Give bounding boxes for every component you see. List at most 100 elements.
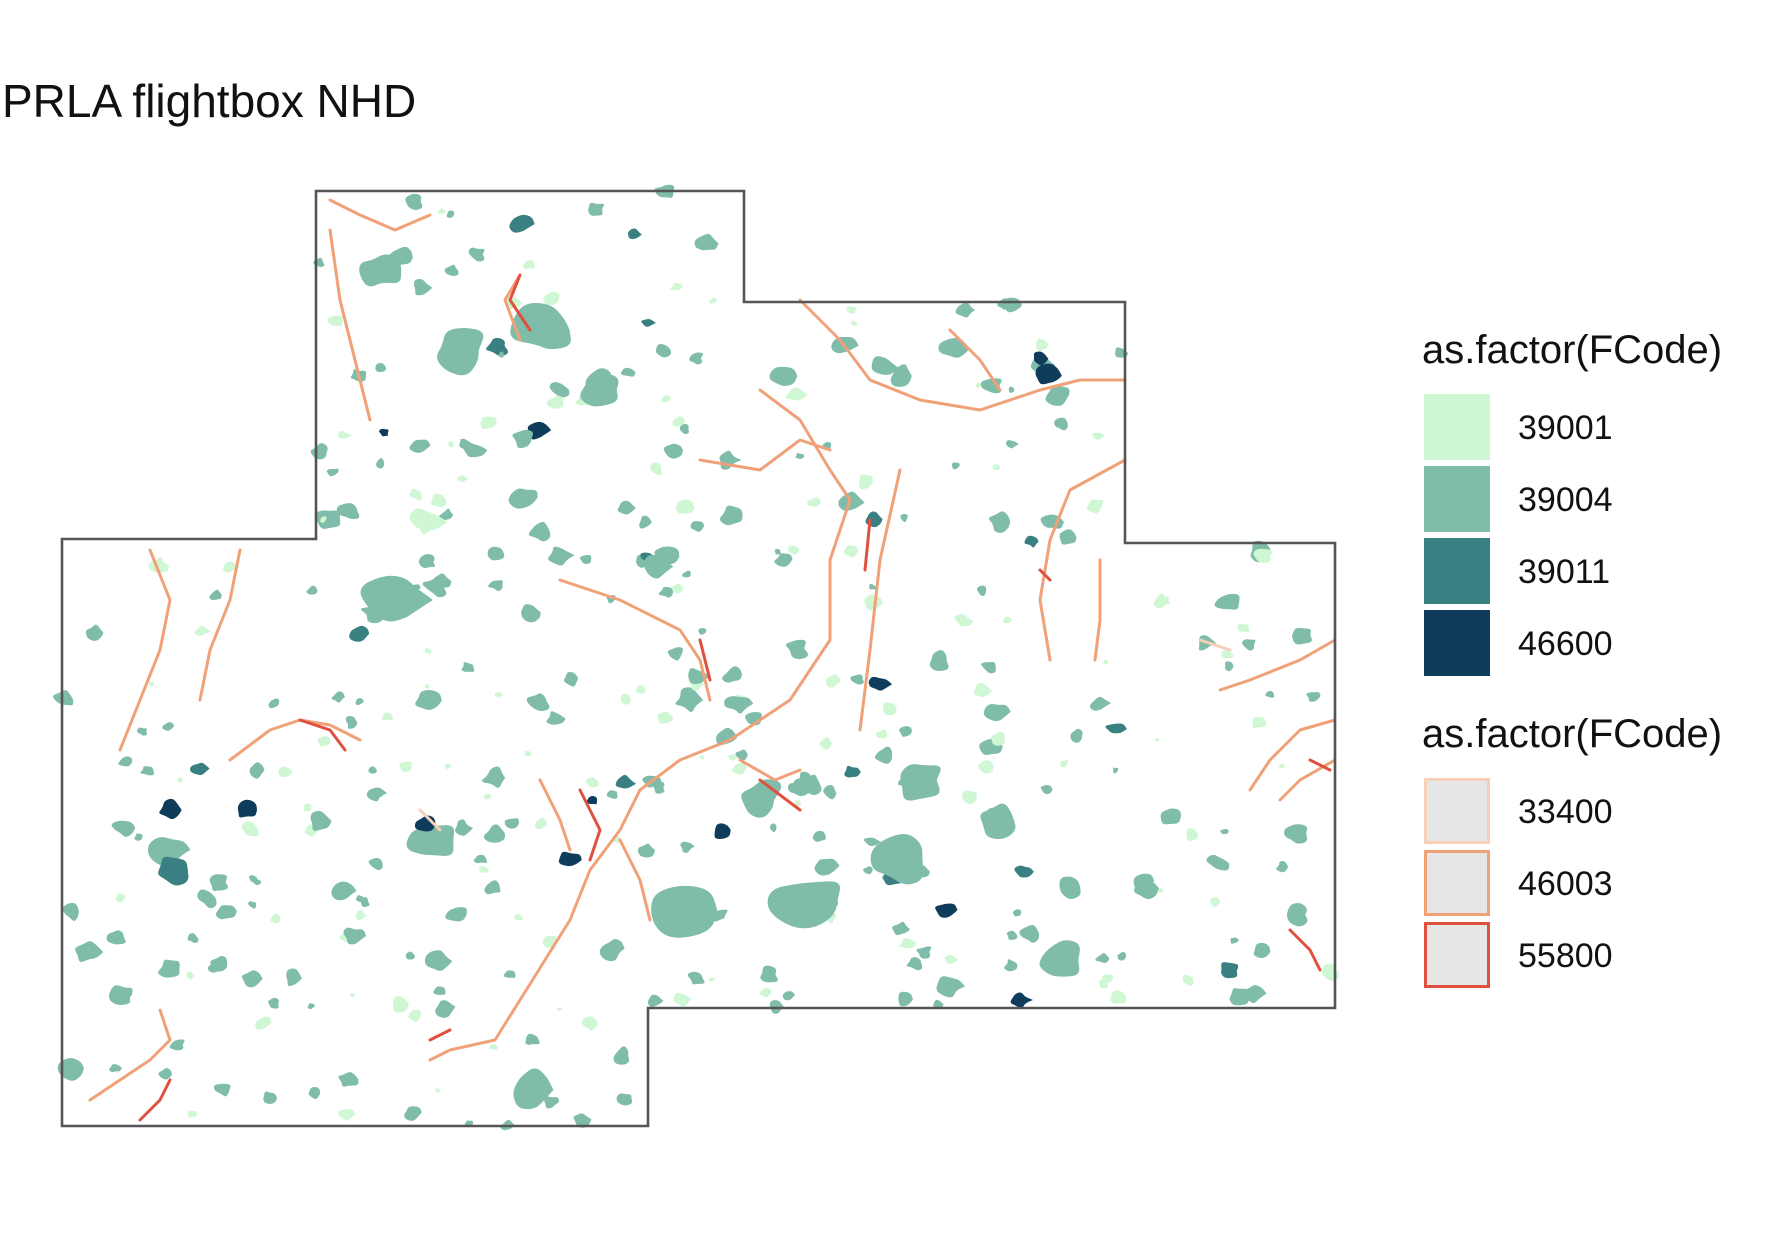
lake-46600: [935, 903, 958, 918]
pond-39004: [444, 264, 459, 276]
pond-39004: [782, 991, 795, 1001]
pond-39004: [1040, 785, 1053, 795]
pond-39001: [546, 395, 564, 409]
pond-39004: [599, 939, 625, 962]
pond-39004: [694, 233, 719, 251]
pond-39004: [498, 351, 504, 358]
pond-39001: [673, 992, 692, 1007]
pond-39001: [337, 430, 352, 439]
pond-39004: [213, 1083, 231, 1097]
pond-39001: [785, 387, 808, 401]
pond-39004: [405, 951, 415, 960]
pond-39004: [314, 510, 341, 529]
stream-46003: [328, 228, 372, 422]
pond-39004: [899, 726, 912, 737]
pond-39004: [85, 624, 104, 641]
pond-39004: [544, 1096, 559, 1109]
pond-39004: [162, 722, 175, 731]
stream-46003: [858, 468, 902, 732]
pond-39004: [286, 968, 302, 987]
pond-39001: [488, 1044, 498, 1050]
lake-39004: [980, 803, 1016, 840]
lake-46600: [159, 798, 182, 820]
pond-39004: [606, 790, 618, 799]
pond-39001: [978, 760, 994, 774]
pond-39001: [514, 913, 524, 921]
pond-39004: [798, 771, 817, 787]
pond-39001: [177, 777, 184, 783]
lake-39004: [147, 837, 191, 868]
pond-39004: [62, 902, 79, 921]
lake-39004: [359, 254, 402, 287]
pond-39004: [409, 439, 431, 453]
lake-39004: [360, 575, 433, 622]
stream-55800: [863, 518, 872, 572]
pond-39004: [134, 833, 143, 841]
pond-39001: [992, 463, 1000, 471]
lake-39004: [437, 328, 484, 376]
pond-39004: [212, 884, 219, 892]
pond-39004: [1059, 876, 1081, 899]
pond-39004: [248, 901, 257, 909]
pond-39001: [435, 1088, 441, 1093]
pond-46600: [379, 428, 389, 437]
flowline-layer: [88, 198, 1337, 1122]
pond-39001: [708, 297, 717, 304]
pond-39004: [981, 662, 996, 674]
pond-39004: [525, 1034, 537, 1045]
pond-39004: [549, 381, 570, 398]
pond-39001: [635, 685, 646, 694]
pond-39004: [1013, 909, 1022, 917]
pond-39004: [483, 824, 506, 843]
pond-39001: [944, 954, 959, 964]
pond-39004: [343, 927, 367, 945]
pond-39004: [355, 698, 364, 706]
lake-39004: [741, 779, 782, 818]
pond-39004: [438, 508, 454, 521]
pond-46600: [1033, 351, 1049, 366]
pond-39004: [508, 488, 538, 509]
pond-39004: [933, 999, 944, 1009]
pond-39001: [858, 474, 873, 490]
pond-39004: [983, 704, 1011, 722]
pond-39001: [1086, 499, 1104, 514]
stream-55800: [1308, 758, 1332, 772]
pond-39001: [728, 754, 738, 761]
pond-39001: [876, 729, 888, 739]
pond-39004: [1004, 959, 1018, 972]
pond-39001: [241, 821, 259, 837]
pond-46600: [527, 421, 552, 440]
pond-39004: [716, 727, 737, 746]
stream-46003: [618, 838, 652, 922]
pond-39004: [487, 546, 505, 561]
pond-39004: [345, 716, 358, 729]
pond-39001: [1182, 974, 1194, 986]
pond-39001: [1237, 623, 1250, 632]
pond-39004: [468, 247, 485, 262]
pond-39001: [954, 614, 974, 627]
pond-39004: [563, 671, 579, 687]
stream-55800: [1038, 568, 1052, 582]
pond-39001: [1186, 828, 1198, 841]
pond-39004: [637, 843, 655, 858]
legend-item-33400: 33400: [1422, 778, 1762, 846]
pond-39004: [376, 458, 385, 469]
stream-46003: [698, 438, 832, 472]
pond-39001: [883, 702, 897, 716]
pond-39004: [735, 749, 748, 761]
stream-55800: [138, 1078, 172, 1122]
map-title: PRLA flightbox NHD: [2, 75, 417, 127]
pond-39004: [1008, 386, 1015, 393]
pond-39004: [1241, 639, 1256, 651]
pond-39004: [526, 693, 550, 712]
pond-39011: [1024, 535, 1039, 548]
pond-39004: [647, 994, 664, 1008]
pond-39001: [1253, 548, 1272, 564]
pond-39011: [615, 774, 636, 789]
pond-39004: [521, 604, 541, 623]
pond-39001: [661, 395, 671, 403]
pond-39004: [307, 1003, 316, 1010]
pond-39001: [1002, 616, 1013, 624]
pond-39001: [270, 913, 281, 924]
